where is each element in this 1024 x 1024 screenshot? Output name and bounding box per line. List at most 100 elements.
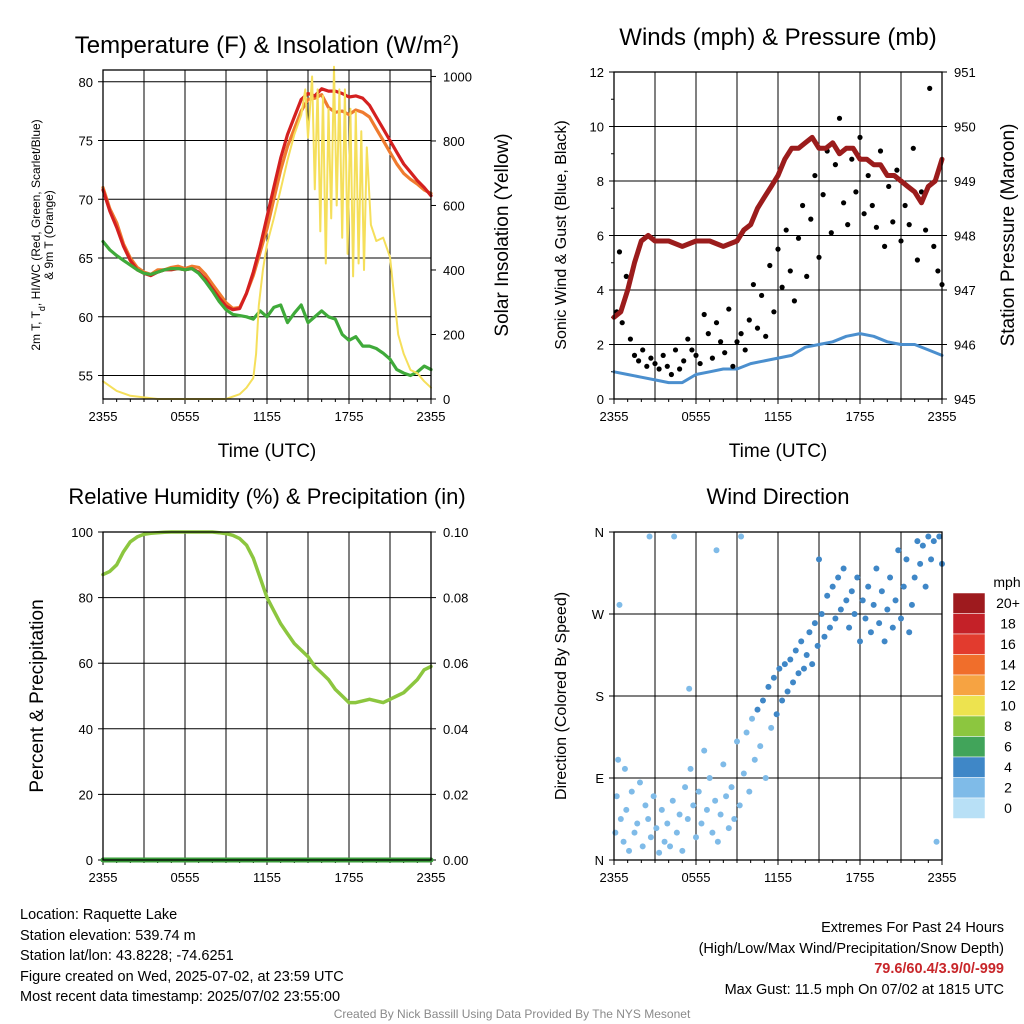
- direction-point: [881, 638, 888, 645]
- direction-point: [621, 765, 628, 772]
- gust-point: [677, 366, 683, 372]
- direction-point: [846, 624, 853, 631]
- gust-point: [627, 336, 634, 342]
- plot-border: [613, 531, 943, 861]
- gust-point: [931, 243, 937, 249]
- extremes-title: Extremes For Past 24 Hours: [821, 920, 1004, 936]
- x-tick-label: 2355: [928, 409, 957, 424]
- direction-point: [818, 611, 825, 617]
- x-tick-label: 0555: [171, 409, 200, 424]
- direction-point: [768, 724, 775, 731]
- gust-point: [750, 281, 757, 288]
- direction-point: [620, 838, 627, 845]
- x-tick-label: 0555: [682, 870, 711, 885]
- gust-point: [898, 238, 904, 244]
- direction-point: [749, 715, 756, 722]
- legend-swatch: [952, 695, 986, 717]
- direction-point: [623, 806, 630, 813]
- y-left-tick-label: 10: [590, 120, 604, 135]
- legend-label: 0: [1004, 800, 1012, 816]
- y-axis-label: Sonic Wind & Gust (Blue, Black): [553, 120, 570, 349]
- direction-point: [895, 547, 902, 554]
- direction-point: [773, 711, 780, 718]
- gust-point: [779, 284, 785, 290]
- y-left-tick-label: 20: [79, 787, 93, 802]
- gust-point: [914, 257, 921, 263]
- gust-point: [820, 192, 826, 198]
- direction-point: [746, 788, 753, 795]
- x-tick-label: 1755: [335, 409, 364, 424]
- gust-point: [836, 115, 843, 121]
- direction-point: [865, 583, 872, 590]
- legend-swatch: [952, 654, 986, 676]
- gust-point: [832, 162, 839, 168]
- legend-label: 18: [1000, 616, 1016, 632]
- y-left-tick-label: E: [595, 771, 604, 786]
- direction-point: [617, 816, 624, 822]
- legend-label: 10: [1000, 698, 1016, 714]
- direction-point: [922, 583, 929, 590]
- direction-point: [695, 788, 702, 795]
- direction-point: [840, 565, 847, 572]
- direction-point: [814, 642, 821, 649]
- direction-point: [803, 652, 810, 658]
- gust-point: [923, 227, 929, 233]
- direction-point: [679, 847, 686, 854]
- panel-4: 2355 0555 1155 1755 2355 N E S W N Wind Direction D…: [553, 484, 1021, 885]
- direction-point: [728, 784, 735, 791]
- speed-legend: mph 20+ 18 16 14 12 10 8 6 4 2 0: [952, 574, 1021, 819]
- direction-point: [762, 775, 769, 781]
- gust-point: [644, 363, 650, 369]
- x-tick-label: 1155: [253, 409, 281, 424]
- gust-point: [800, 202, 806, 209]
- gust-point: [660, 352, 666, 358]
- direction-point: [676, 811, 683, 818]
- elevation-text: Station elevation: 539.74 m: [20, 927, 196, 944]
- direction-point: [616, 601, 623, 608]
- direction-point: [867, 629, 874, 636]
- max-gust-text: Max Gust: 11.5 mph On 07/02 at 1815 UTC: [724, 981, 1004, 998]
- legend-swatch: [952, 715, 986, 737]
- direction-point: [925, 533, 932, 540]
- gust-point: [697, 360, 703, 367]
- gust-point: [886, 183, 892, 190]
- direction-point: [720, 761, 727, 768]
- legend-label: 16: [1000, 636, 1016, 652]
- direction-point: [900, 583, 907, 590]
- legend-label: 8: [1004, 718, 1012, 734]
- direction-point: [824, 592, 831, 599]
- y-right-tick-label: 1000: [443, 69, 472, 84]
- gust-point: [927, 85, 933, 91]
- direction-point: [628, 788, 635, 795]
- direction-point: [870, 601, 877, 608]
- direction-point: [664, 820, 671, 827]
- legend-label: 4: [1004, 759, 1012, 775]
- y-left-tick-label: 6: [597, 229, 604, 244]
- y-right-tick-label: 947: [954, 283, 976, 298]
- x-tick-label: 2355: [928, 870, 957, 885]
- direction-point: [800, 665, 807, 672]
- gust-point: [722, 350, 728, 356]
- direction-point: [734, 738, 740, 745]
- y-right-tick-label: 400: [443, 263, 465, 278]
- legend-label: 2: [1004, 780, 1012, 796]
- gust-point: [726, 306, 732, 312]
- direction-point: [798, 638, 805, 645]
- station-info: Location: Raquette Lake Station elevatio…: [20, 905, 344, 1008]
- extremes-info: Extremes For Past 24 Hours (High/Low/Max…: [699, 918, 1004, 1000]
- y-right-axis-label: Station Pressure (Maroon): [998, 124, 1019, 347]
- y-left-tick-label: N: [595, 853, 604, 868]
- x-tick-label: 1755: [846, 409, 875, 424]
- direction-point: [784, 688, 791, 695]
- gust-point: [623, 273, 629, 279]
- direction-point: [690, 802, 697, 809]
- direction-point: [703, 806, 710, 813]
- gust-point: [718, 339, 724, 345]
- gust-point: [763, 333, 769, 339]
- direction-point: [857, 638, 863, 645]
- gust-point: [795, 235, 802, 241]
- direction-point: [686, 685, 693, 692]
- gust-point: [861, 211, 867, 217]
- legend-title: mph: [993, 574, 1020, 590]
